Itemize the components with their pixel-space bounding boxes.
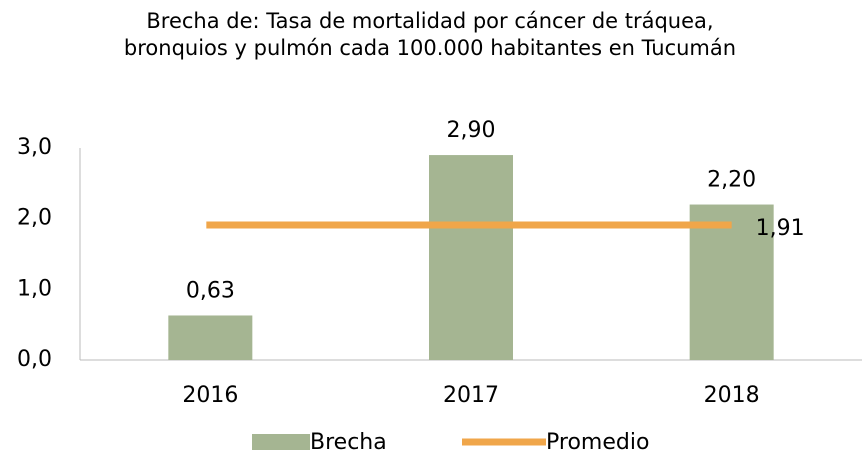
data-label: 2,20 [707,168,756,193]
data-label: 1,91 [756,216,805,241]
bar [689,204,774,360]
legend-label: Brecha [310,430,387,455]
x-tick-label: 2018 [704,383,760,408]
bar [429,155,513,360]
x-tick-label: 2017 [443,383,499,408]
bar [168,315,253,360]
x-tick-label: 2016 [182,383,238,408]
data-label: 0,63 [186,278,235,303]
legend-swatch [252,434,310,450]
y-tick-label: 0,0 [17,347,52,372]
chart-title: Brecha de: Tasa de mortalidad por cáncer… [123,9,737,60]
data-label: 2,90 [447,118,496,143]
legend-label: Promedio [546,430,649,455]
y-tick-label: 2,0 [17,206,52,231]
y-tick-label: 1,0 [17,276,52,301]
y-tick-label: 3,0 [17,135,52,160]
